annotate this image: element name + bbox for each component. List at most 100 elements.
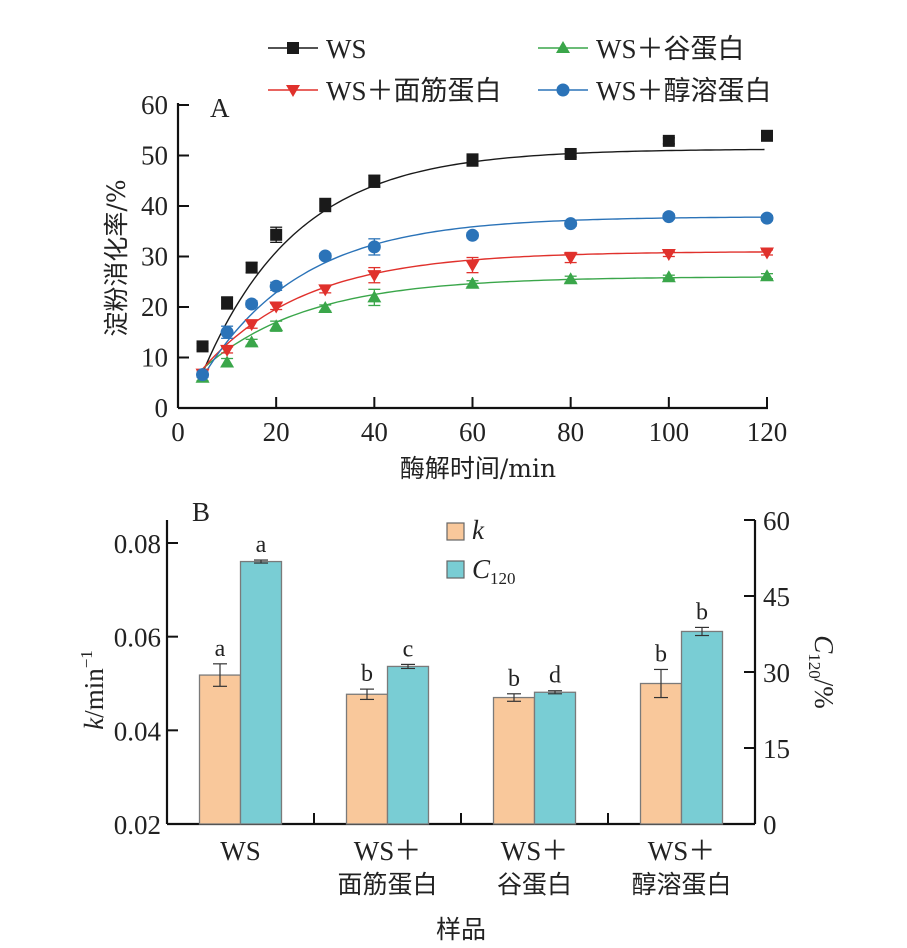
data-point bbox=[196, 368, 210, 382]
y-tick-label-a: 0 bbox=[155, 393, 169, 423]
data-point bbox=[220, 344, 235, 357]
data-point bbox=[367, 240, 381, 254]
y-axis-left-label-b: k/min−1 bbox=[77, 650, 109, 730]
x-tick-label-a: 20 bbox=[263, 417, 290, 447]
data-point bbox=[270, 228, 283, 241]
bar-k bbox=[492, 696, 536, 825]
x-tick-label-a: 120 bbox=[747, 417, 788, 447]
legend-label: WS bbox=[326, 34, 367, 64]
x-category-label-b: WS＋ bbox=[354, 836, 422, 866]
data-point bbox=[220, 355, 235, 368]
bar-k bbox=[198, 674, 242, 825]
legend-marker bbox=[287, 42, 299, 54]
data-point bbox=[563, 272, 578, 285]
significance-label: c bbox=[403, 636, 414, 662]
bar-c120 bbox=[239, 560, 283, 825]
bar-k bbox=[639, 682, 683, 825]
y-tick-label-left-b: 0.02 bbox=[114, 810, 161, 840]
legend-marker bbox=[286, 85, 300, 97]
y-tick-label-a: 30 bbox=[141, 242, 168, 272]
y-tick-label-right-b: 0 bbox=[763, 810, 777, 840]
axes-a: 0 10 20 30 40 50 60 0 20 40 60 80 100 120 bbox=[141, 90, 787, 447]
legend-label: WS＋醇溶蛋白 bbox=[596, 76, 772, 106]
legend-swatch-k bbox=[446, 522, 465, 541]
data-point bbox=[319, 198, 332, 211]
y-tick-label-right-b: 15 bbox=[763, 734, 790, 764]
legend-marker bbox=[556, 41, 570, 53]
significance-label: b bbox=[508, 666, 520, 692]
bar-c120 bbox=[533, 691, 577, 825]
y-tick-label-a: 10 bbox=[141, 343, 168, 373]
x-axis-label-b: 样品 bbox=[436, 915, 486, 944]
data-point bbox=[269, 301, 284, 314]
bar-c120 bbox=[386, 665, 430, 825]
x-category-label-b: 面筋蛋白 bbox=[337, 870, 437, 899]
data-point bbox=[244, 335, 259, 348]
x-category-label-b: WS＋ bbox=[648, 836, 716, 866]
data-point bbox=[662, 210, 676, 224]
data-point bbox=[269, 279, 283, 293]
legend-label: WS＋面筋蛋白 bbox=[326, 76, 502, 106]
axes-b: 0.02 0.04 0.06 0.08 0 15 30 45 60 WS WS＋ 面筋蛋白 WS＋ 谷蛋白… bbox=[114, 506, 790, 899]
significance-label: a bbox=[215, 636, 226, 662]
data-point bbox=[368, 175, 381, 188]
data-point bbox=[318, 249, 332, 263]
y-tick-label-a: 60 bbox=[141, 90, 168, 120]
fit-curve bbox=[199, 276, 765, 372]
data-point bbox=[760, 247, 774, 260]
data-point bbox=[760, 211, 774, 225]
data-point bbox=[466, 154, 479, 167]
fit-curves-a bbox=[199, 148, 765, 382]
data-point bbox=[220, 325, 234, 339]
x-category-label-b: 醇溶蛋白 bbox=[631, 870, 731, 899]
data-points-a bbox=[195, 129, 774, 383]
panel-a-label: A bbox=[210, 93, 230, 123]
y-axis-label-a: 淀粉消化率/% bbox=[102, 179, 131, 336]
legend-label: WS＋谷蛋白 bbox=[596, 34, 745, 64]
data-point bbox=[761, 129, 773, 142]
x-axis-label-a: 酶解时间/min bbox=[400, 454, 556, 483]
x-tick-label-a: 80 bbox=[557, 417, 584, 447]
data-point bbox=[367, 290, 382, 303]
y-tick-label-right-b: 30 bbox=[763, 658, 790, 688]
legend-label-c120: C120 bbox=[472, 554, 516, 588]
y-tick-label-right-b: 45 bbox=[763, 582, 790, 612]
bar-k bbox=[345, 693, 389, 825]
data-point bbox=[465, 260, 480, 273]
legend-a: WS WS＋谷蛋白 WS＋面筋蛋白 WS＋醇溶蛋白 bbox=[268, 34, 772, 106]
panel-b-label: B bbox=[192, 497, 210, 527]
data-point bbox=[564, 147, 577, 160]
x-tick-label-a: 100 bbox=[649, 417, 690, 447]
fit-curve bbox=[199, 148, 765, 380]
fit-curve bbox=[199, 216, 765, 382]
x-tick-label-a: 40 bbox=[361, 417, 388, 447]
significance-label: b bbox=[696, 599, 708, 625]
y-tick-label-left-b: 0.08 bbox=[114, 529, 161, 559]
legend-label-k: k bbox=[472, 515, 485, 545]
bar-c120 bbox=[680, 630, 724, 825]
x-category-label-b: WS bbox=[220, 836, 261, 866]
significance-label: b bbox=[361, 661, 373, 687]
data-point bbox=[367, 270, 382, 283]
data-point bbox=[661, 270, 676, 283]
y-axis-right-label-b: C120/% bbox=[805, 635, 839, 709]
data-point bbox=[245, 297, 259, 311]
data-point bbox=[661, 248, 676, 261]
data-point bbox=[244, 319, 259, 332]
x-category-label-b: WS＋ bbox=[501, 836, 569, 866]
bars-b: a a b c b d b b bbox=[198, 532, 724, 825]
data-point bbox=[318, 301, 333, 314]
legend-marker bbox=[556, 83, 570, 97]
data-point bbox=[563, 252, 578, 265]
significance-label: b bbox=[655, 641, 667, 667]
y-tick-label-left-b: 0.06 bbox=[114, 623, 161, 653]
legend-b: k C120 bbox=[446, 515, 516, 588]
data-point bbox=[662, 134, 675, 147]
data-point bbox=[221, 296, 234, 309]
fit-curve bbox=[199, 251, 765, 373]
x-tick-label-a: 0 bbox=[171, 417, 185, 447]
data-point bbox=[245, 261, 258, 274]
panel-a: WS WS＋谷蛋白 WS＋面筋蛋白 WS＋醇溶蛋白 A 0 10 20 30 40 50 60 0 2… bbox=[102, 34, 787, 483]
significance-label: a bbox=[256, 532, 267, 558]
